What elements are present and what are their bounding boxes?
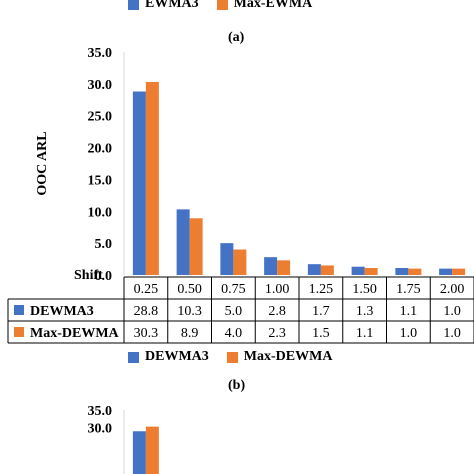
- table-series-label-dewma3: DEWMA3: [30, 304, 94, 319]
- category-label: 0.50: [177, 282, 202, 297]
- y-tick-label: 15.0: [88, 173, 113, 188]
- table-cell-value: 2.8: [268, 304, 286, 319]
- legend-label-max-dewma: Max-DEWMA: [243, 349, 333, 364]
- table-series-label-max-dewma: Max-DEWMA: [30, 326, 120, 341]
- legend-swatch-ewma3: [128, 0, 139, 10]
- table-cell-value: 30.3: [134, 326, 159, 341]
- table-cell-value: 2.3: [268, 326, 286, 341]
- bar-dewma3: [176, 209, 190, 275]
- legend-swatch-dewma3: [128, 351, 139, 363]
- category-label: 1.00: [265, 282, 290, 297]
- y-tick-label: 35.0: [88, 46, 113, 61]
- table-cell-value: 1.1: [400, 304, 418, 319]
- bottom-legend: DEWMA3 Max-DEWMA: [128, 349, 350, 365]
- table-cell-value: 8.9: [181, 326, 199, 341]
- y-tick-label: 20.0: [88, 142, 113, 157]
- bar-dewma3: [264, 257, 278, 275]
- category-label: 1.75: [396, 282, 421, 297]
- y-tick-label: 5.0: [95, 237, 113, 252]
- table-cell-value: 1.3: [356, 304, 374, 319]
- lower-y-tick-label: 35.0: [88, 404, 113, 419]
- y-tick-label: 0.0: [95, 269, 113, 284]
- y-tick-label: 10.0: [88, 205, 113, 220]
- table-cell-value: 1.5: [312, 326, 330, 341]
- table-cell-value: 1.1: [356, 326, 374, 341]
- bar-dewma3: [351, 266, 365, 275]
- bar-max-dewma: [452, 268, 466, 275]
- table-cell-value: 5.0: [225, 304, 243, 319]
- legend-item-max-dewma: Max-DEWMA: [226, 349, 333, 365]
- table-cell-value: 1.7: [312, 304, 330, 319]
- bar-max-dewma: [233, 249, 247, 275]
- panel-a-label: (a): [228, 30, 245, 45]
- bar-max-dewma: [364, 267, 378, 275]
- lower-bar-series2: [145, 426, 159, 474]
- bar-dewma3: [220, 243, 234, 275]
- legend-item-ewma3: EWMA3: [128, 0, 199, 12]
- table-cell-value: 1.0: [400, 326, 418, 341]
- top-legend: EWMA3 Max-EWMA: [128, 0, 330, 12]
- legend-swatch-max-ewma: [216, 0, 228, 10]
- category-label: 2.00: [440, 282, 465, 297]
- table-cell-value: 1.0: [443, 326, 461, 341]
- legend-label-max-ewma: Max-EWMA: [233, 0, 313, 11]
- bar-max-dewma: [277, 260, 291, 275]
- y-tick-label: 30.0: [88, 78, 113, 93]
- bar-dewma3: [307, 264, 321, 275]
- legend-label-ewma3: EWMA3: [145, 0, 199, 11]
- bar-max-dewma: [408, 268, 422, 275]
- category-label: 1.25: [309, 282, 334, 297]
- bar-dewma3: [439, 268, 453, 275]
- category-label: 1.50: [352, 282, 377, 297]
- bar-dewma3: [132, 91, 146, 275]
- bar-max-dewma: [320, 265, 334, 275]
- legend-item-max-ewma: Max-EWMA: [216, 0, 313, 12]
- bar-max-dewma: [189, 218, 203, 275]
- lower-y-tick-label: 30.0: [88, 422, 113, 437]
- table-key-max-dewma: [14, 327, 24, 337]
- bar-dewma3: [395, 267, 409, 275]
- category-label: 0.75: [221, 282, 246, 297]
- table-key-dewma3: [14, 305, 24, 315]
- legend-item-dewma3: DEWMA3: [128, 349, 209, 365]
- y-axis-title: OOC ARL: [35, 131, 50, 195]
- bar-max-dewma: [145, 81, 159, 276]
- table-header-label: Shift: [74, 268, 103, 283]
- lower-bar-series1: [132, 431, 146, 474]
- panel-b-label: (b): [228, 378, 246, 393]
- y-tick-label: 25.0: [88, 110, 113, 125]
- category-label: 0.25: [134, 282, 159, 297]
- table-cell-value: 10.3: [177, 304, 202, 319]
- table-cell-value: 1.0: [443, 304, 461, 319]
- table-cell-value: 4.0: [225, 326, 243, 341]
- legend-label-dewma3: DEWMA3: [145, 349, 209, 364]
- table-cell-value: 28.8: [134, 304, 159, 319]
- legend-swatch-max-dewma: [226, 351, 238, 363]
